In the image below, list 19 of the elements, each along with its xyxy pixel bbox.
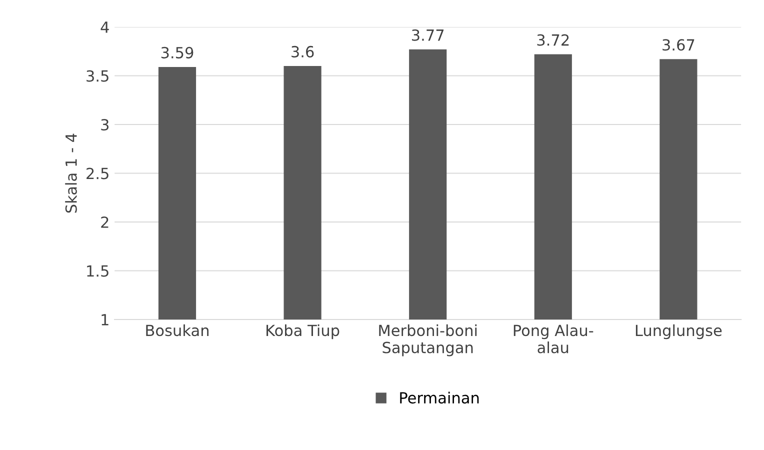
- y-tick-label: 1: [102, 314, 108, 326]
- x-tick-label: Lunglungse: [636, 324, 722, 340]
- y-axis-title: Skala 1 - 4: [65, 134, 77, 213]
- y-tick-label: 3: [101, 118, 109, 131]
- data-label: 3.6: [292, 46, 314, 58]
- data-label: 3.67: [662, 39, 694, 51]
- data-label: 3.72: [537, 34, 569, 46]
- x-tick-label: Merboni-boni Saputangan: [379, 324, 477, 356]
- y-tick-label: 1.5: [87, 265, 108, 277]
- legend-label: Permainan: [400, 392, 479, 404]
- x-tick-label: Pong Alau- alau: [514, 324, 594, 354]
- data-label: 3.77: [412, 29, 444, 41]
- x-tick-label: Bosukan: [146, 324, 208, 336]
- data-label: 3.59: [161, 46, 194, 58]
- y-tick-label: 4: [100, 22, 109, 33]
- y-tick-label: 2: [101, 216, 108, 228]
- y-tick-label: 2.5: [86, 168, 108, 180]
- x-tick-label: Koba Tiup: [266, 324, 340, 340]
- y-tick-label: 3.5: [86, 70, 108, 82]
